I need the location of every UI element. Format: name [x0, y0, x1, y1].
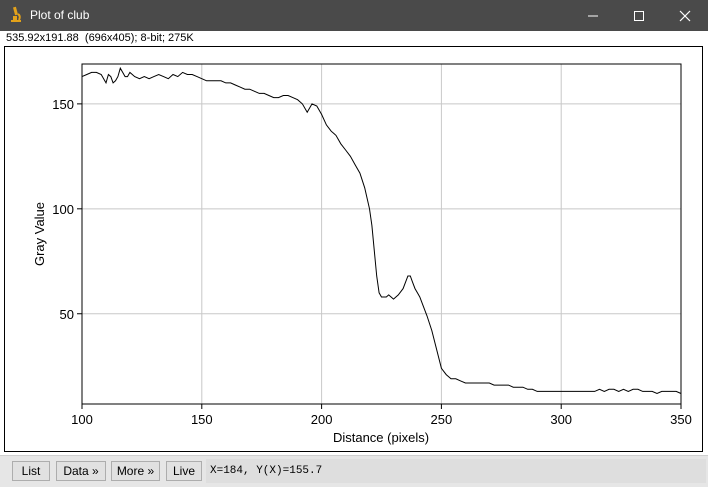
title-bar: Plot of club	[0, 0, 708, 31]
image-info: 535.92x191.88 (696x405); 8-bit; 275K	[6, 32, 194, 44]
x-tick-label: 150	[191, 412, 213, 427]
y-tick-label: 100	[52, 202, 74, 217]
window-title: Plot of club	[30, 8, 90, 22]
x-tick-label: 250	[431, 412, 453, 427]
x-tick-label: 350	[670, 412, 692, 427]
data-button[interactable]: Data »	[56, 461, 106, 481]
list-button[interactable]: List	[12, 461, 50, 481]
x-tick-label: 300	[550, 412, 572, 427]
minimize-button[interactable]	[570, 0, 616, 31]
minimize-icon	[588, 15, 598, 16]
plot-area	[81, 63, 682, 405]
tick-marks	[77, 103, 682, 409]
y-tick-label: 150	[52, 97, 74, 112]
y-tick-label: 50	[60, 307, 74, 322]
microscope-icon	[11, 6, 21, 22]
coordinate-readout: X=184, Y(X)=155.7	[206, 459, 706, 483]
y-axis-label: Gray Value	[32, 202, 47, 266]
x-axis-label: Distance (pixels)	[333, 430, 429, 445]
y-tick-labels: 50 100 150	[52, 97, 74, 322]
x-tick-labels: 100 150 200 250 300 350	[71, 412, 692, 427]
close-icon	[679, 10, 691, 21]
more-button[interactable]: More »	[111, 461, 160, 481]
bottom-toolbar: List Data » More » Live X=184, Y(X)=155.…	[0, 455, 708, 487]
maximize-icon	[634, 10, 644, 21]
plot-frame[interactable]	[4, 46, 703, 452]
maximize-button[interactable]	[616, 0, 662, 31]
series-line	[81, 66, 682, 395]
close-button[interactable]	[662, 0, 708, 31]
x-tick-label: 100	[71, 412, 93, 427]
x-tick-label: 200	[311, 412, 333, 427]
live-button[interactable]: Live	[166, 461, 202, 481]
grid	[82, 64, 681, 404]
